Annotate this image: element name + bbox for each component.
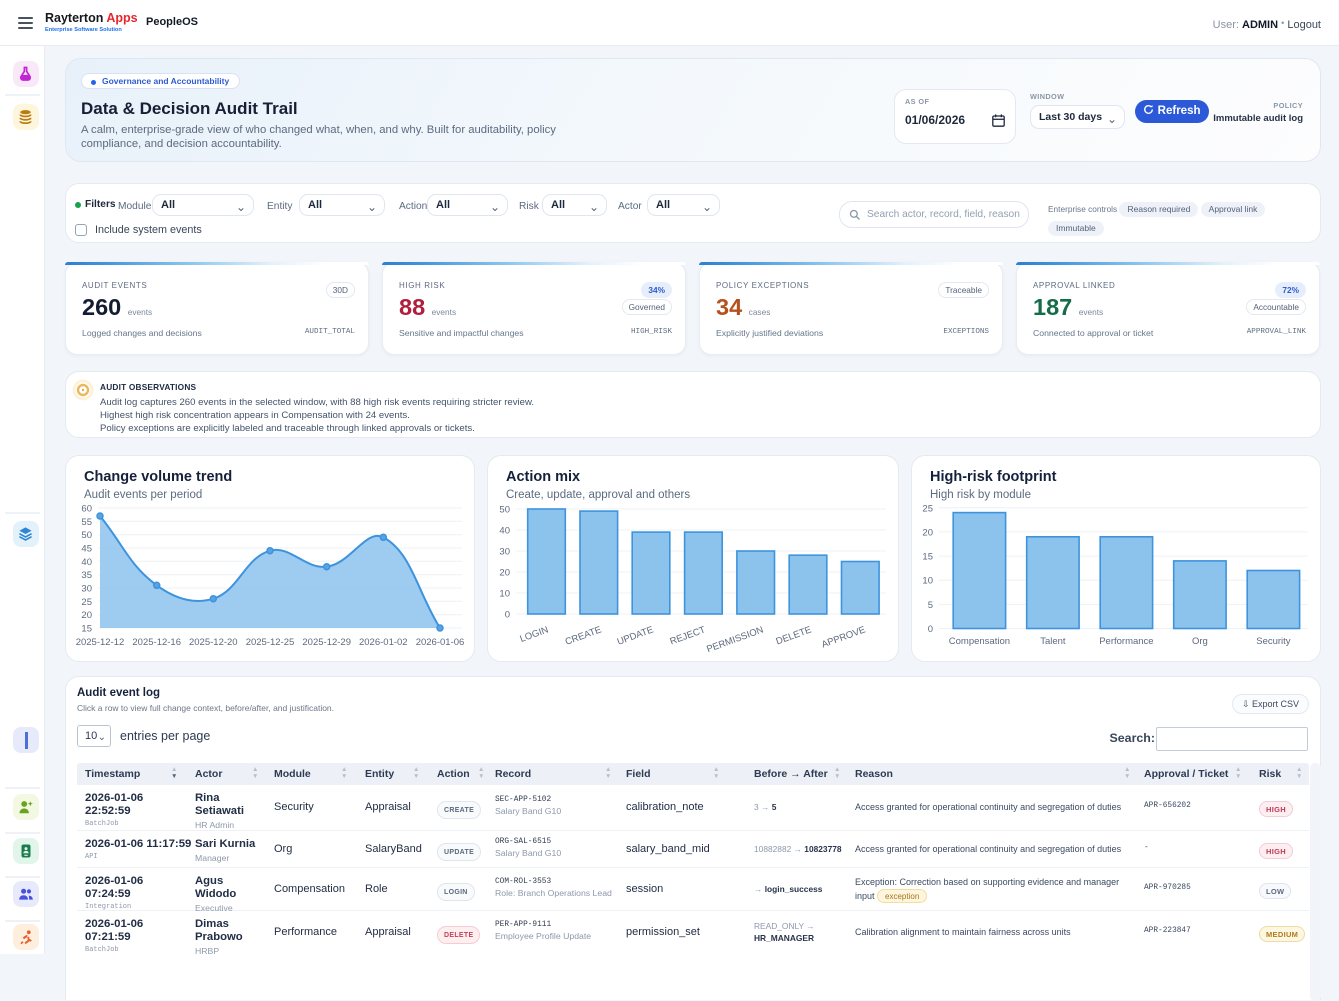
svg-text:CREATE: CREATE [564, 624, 603, 647]
svg-text:2025-12-16: 2025-12-16 [132, 637, 181, 648]
svg-text:LOGIN: LOGIN [518, 624, 550, 644]
svg-text:50: 50 [81, 530, 92, 541]
svg-text:20: 20 [922, 527, 933, 538]
svg-text:30: 30 [499, 547, 510, 558]
svg-text:55: 55 [81, 517, 92, 528]
svg-text:20: 20 [499, 568, 510, 579]
svg-text:Performance: Performance [1099, 636, 1153, 647]
svg-text:2025-12-25: 2025-12-25 [246, 637, 295, 648]
svg-text:2025-12-12: 2025-12-12 [76, 637, 125, 648]
svg-text:Org: Org [1192, 636, 1208, 647]
svg-text:REJECT: REJECT [669, 624, 708, 647]
svg-text:2025-12-29: 2025-12-29 [302, 637, 351, 648]
svg-text:35: 35 [81, 570, 92, 581]
svg-text:45: 45 [81, 544, 92, 555]
svg-text:20: 20 [81, 610, 92, 621]
svg-text:UPDATE: UPDATE [616, 624, 655, 647]
svg-text:40: 40 [81, 557, 92, 568]
svg-text:2025-12-20: 2025-12-20 [189, 637, 238, 648]
svg-text:0: 0 [928, 624, 933, 635]
svg-text:50: 50 [499, 505, 510, 516]
svg-text:40: 40 [499, 526, 510, 537]
svg-text:PERMISSION: PERMISSION [705, 624, 765, 655]
svg-text:DELETE: DELETE [775, 624, 814, 647]
svg-text:25: 25 [81, 597, 92, 608]
svg-text:25: 25 [922, 503, 933, 514]
svg-text:APPROVE: APPROVE [820, 624, 867, 650]
svg-text:Talent: Talent [1040, 636, 1066, 647]
svg-text:Security: Security [1256, 636, 1291, 647]
svg-text:0: 0 [505, 610, 510, 621]
svg-text:60: 60 [81, 504, 92, 515]
svg-text:2026-01-06: 2026-01-06 [416, 637, 465, 648]
svg-text:15: 15 [922, 552, 933, 563]
svg-text:30: 30 [81, 584, 92, 595]
svg-text:Compensation: Compensation [949, 636, 1010, 647]
svg-text:15: 15 [81, 624, 92, 635]
svg-text:2026-01-02: 2026-01-02 [359, 637, 408, 648]
svg-text:5: 5 [928, 600, 933, 611]
svg-text:10: 10 [922, 576, 933, 587]
svg-text:10: 10 [499, 589, 510, 600]
